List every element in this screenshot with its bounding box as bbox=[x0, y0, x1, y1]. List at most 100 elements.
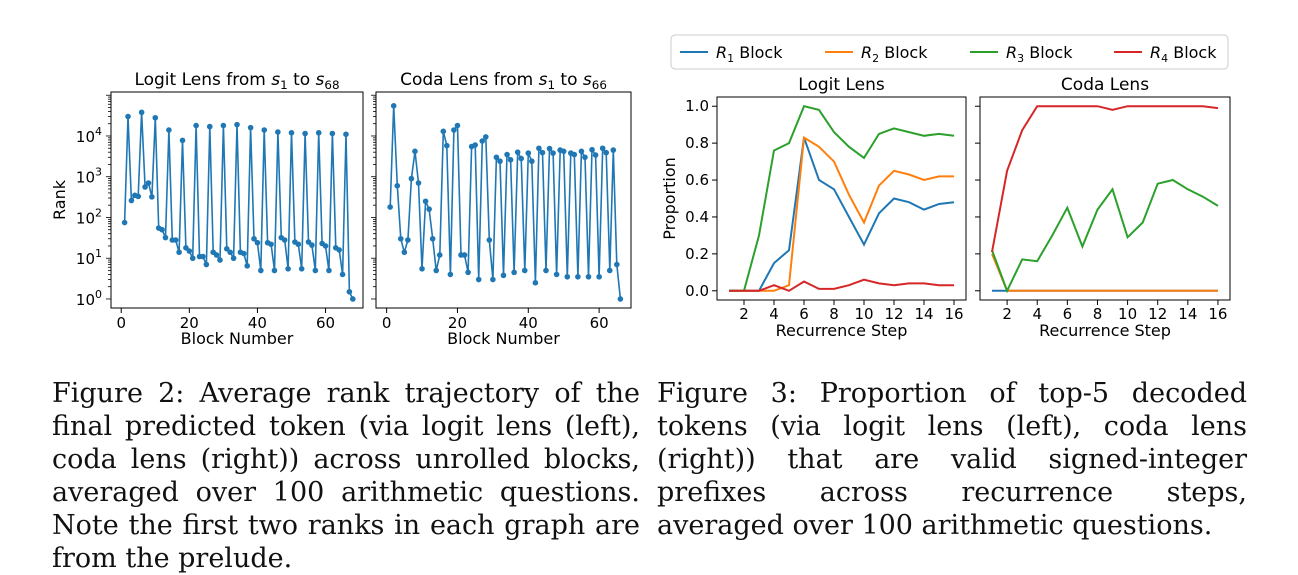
y-tick-label: 0.0 bbox=[685, 282, 709, 300]
data-point bbox=[268, 241, 274, 248]
y-axis-label: Proportion bbox=[660, 157, 679, 240]
data-point bbox=[614, 261, 620, 268]
plot-frame bbox=[375, 91, 632, 309]
data-point bbox=[285, 265, 291, 272]
data-point bbox=[275, 129, 281, 135]
x-tick-label: 0 bbox=[116, 314, 126, 332]
data-point bbox=[179, 137, 186, 144]
plot-frame bbox=[716, 96, 967, 301]
fig3-panel-2: 2 4 6 8 10 12 14 16 Recurrence Step bbox=[975, 96, 1231, 340]
x-tick-label: 8 bbox=[1093, 305, 1103, 323]
data-point bbox=[490, 276, 496, 283]
y-tick-label: 103 bbox=[76, 166, 102, 187]
data-point bbox=[172, 237, 179, 243]
data-point bbox=[203, 261, 210, 268]
data-point bbox=[295, 241, 302, 248]
x-axis-label: Block Number bbox=[181, 329, 294, 348]
data-point bbox=[504, 151, 510, 158]
plot-frame bbox=[110, 91, 364, 309]
x-tick-label: 40 bbox=[248, 314, 267, 332]
data-point bbox=[433, 267, 440, 274]
series-line-2 bbox=[729, 135, 954, 292]
x-tick-label: 40 bbox=[519, 314, 538, 332]
data-point bbox=[288, 129, 295, 136]
data-point bbox=[247, 124, 254, 131]
data-point bbox=[507, 157, 514, 163]
x-tick-label: 10 bbox=[854, 305, 873, 323]
data-point bbox=[440, 128, 447, 135]
series-line-2 bbox=[991, 253, 1218, 292]
series-line-3 bbox=[991, 178, 1219, 294]
data-point bbox=[251, 235, 257, 242]
data-point bbox=[436, 252, 443, 258]
data-point bbox=[610, 147, 617, 153]
data-point bbox=[553, 271, 560, 278]
data-point bbox=[451, 127, 457, 133]
data-point bbox=[461, 252, 468, 258]
data-point bbox=[575, 273, 581, 280]
legend-label: R4 Block bbox=[1150, 43, 1217, 65]
data-point bbox=[125, 113, 131, 120]
data-point bbox=[387, 204, 393, 210]
series-line-4 bbox=[729, 278, 954, 292]
x-tick-label: 8 bbox=[829, 305, 839, 323]
data-point bbox=[415, 180, 422, 186]
data-point bbox=[596, 273, 602, 280]
legend-box bbox=[670, 34, 1229, 70]
data-point bbox=[521, 267, 528, 274]
x-tick-label: 12 bbox=[884, 305, 903, 323]
series-line-3 bbox=[729, 105, 955, 292]
figure-2-caption: Figure 2: Average rank trajectory of the… bbox=[52, 378, 640, 574]
x-tick-label: 60 bbox=[316, 314, 335, 332]
y-tick-label: 0.2 bbox=[685, 245, 709, 263]
data-point bbox=[244, 263, 251, 269]
data-point bbox=[162, 234, 169, 241]
data-point bbox=[189, 255, 196, 262]
data-point bbox=[585, 273, 592, 280]
data-point bbox=[546, 145, 553, 152]
data-point bbox=[200, 253, 206, 260]
y-tick-label: 0.6 bbox=[685, 171, 709, 189]
data-point bbox=[234, 121, 240, 128]
fig2-panel-2: 0 20 40 60 Block Number bbox=[371, 91, 632, 348]
data-point bbox=[142, 184, 148, 190]
data-point bbox=[472, 142, 478, 148]
data-point bbox=[217, 257, 223, 263]
data-point bbox=[220, 122, 227, 129]
data-point bbox=[475, 276, 482, 283]
data-point bbox=[497, 158, 503, 165]
data-point bbox=[152, 114, 159, 121]
data-point bbox=[419, 265, 425, 272]
x-tick-label: 6 bbox=[799, 305, 809, 323]
data-point bbox=[599, 145, 606, 152]
data-point bbox=[339, 271, 346, 278]
fig3-legend: R1 Block R2 Block R3 Block R4 Block bbox=[670, 34, 1229, 70]
legend-label: R3 Block bbox=[1006, 43, 1073, 65]
data-point bbox=[617, 296, 624, 302]
fig3-panel-1-title: Logit Lens bbox=[798, 75, 885, 95]
data-point bbox=[346, 288, 353, 295]
data-point bbox=[349, 296, 356, 302]
data-point bbox=[145, 180, 152, 186]
data-point bbox=[444, 142, 450, 149]
data-point bbox=[408, 175, 415, 182]
y-tick-label: 104 bbox=[76, 125, 102, 146]
data-point bbox=[336, 247, 342, 253]
x-axis-label: Recurrence Step bbox=[1039, 321, 1171, 340]
data-point bbox=[578, 148, 585, 155]
data-point bbox=[186, 248, 193, 254]
data-point bbox=[589, 146, 595, 153]
series-line-1 bbox=[729, 137, 955, 292]
legend-label: R1 Block bbox=[716, 43, 783, 65]
data-point bbox=[529, 158, 535, 165]
x-tick-label: 4 bbox=[1032, 305, 1042, 323]
data-point bbox=[454, 122, 461, 129]
data-point bbox=[539, 149, 546, 156]
data-point bbox=[401, 249, 408, 256]
data-point bbox=[322, 243, 329, 249]
y-tick-label: 100 bbox=[76, 288, 102, 309]
x-tick-label: 2 bbox=[1002, 305, 1012, 323]
x-tick-label: 0 bbox=[382, 314, 392, 332]
data-point bbox=[532, 279, 539, 286]
